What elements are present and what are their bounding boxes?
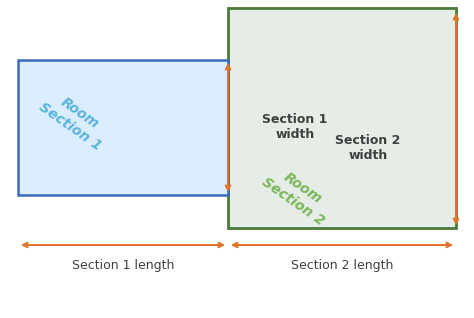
Text: Section 2
width: Section 2 width [335, 134, 401, 162]
Text: Room
Section 1: Room Section 1 [36, 87, 113, 153]
Text: Room
Section 2: Room Section 2 [259, 162, 337, 228]
Bar [18, 60, 228, 195]
Bar [228, 8, 456, 228]
Text: Section 1 length: Section 1 length [72, 259, 174, 272]
Text: Section 2 length: Section 2 length [291, 259, 393, 272]
Text: Section 1
width: Section 1 width [262, 113, 328, 141]
